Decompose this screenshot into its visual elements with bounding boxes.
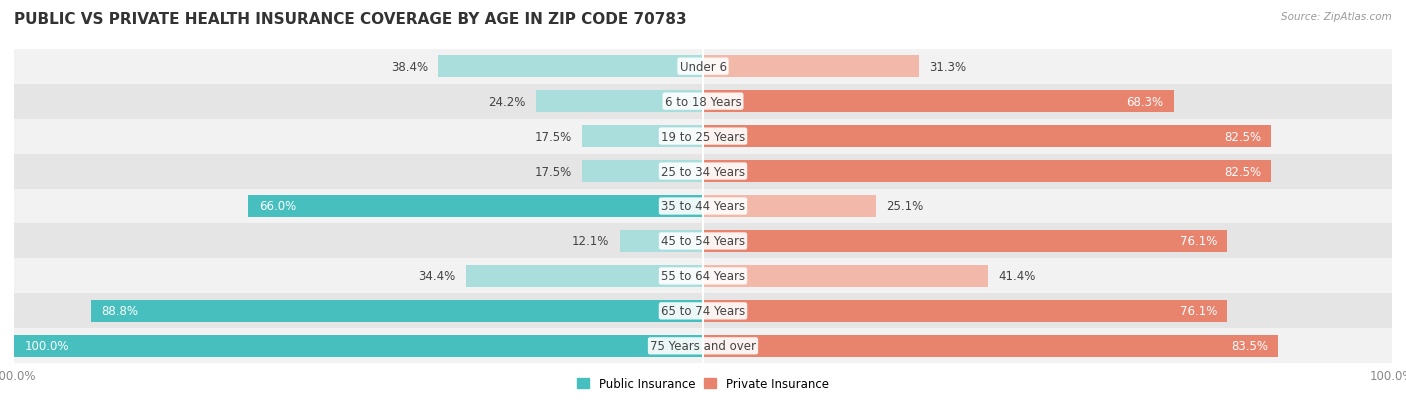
Bar <box>14 335 703 357</box>
Text: 25 to 34 Years: 25 to 34 Years <box>661 165 745 178</box>
Bar <box>703 196 876 217</box>
Text: 35 to 44 Years: 35 to 44 Years <box>661 200 745 213</box>
Text: 34.4%: 34.4% <box>419 270 456 283</box>
Text: 82.5%: 82.5% <box>1223 130 1261 143</box>
Bar <box>14 224 1392 259</box>
Text: 83.5%: 83.5% <box>1230 339 1268 352</box>
Bar <box>703 335 1278 357</box>
Text: 76.1%: 76.1% <box>1180 235 1218 248</box>
Text: 41.4%: 41.4% <box>998 270 1036 283</box>
Text: 82.5%: 82.5% <box>1223 165 1261 178</box>
Text: 75 Years and over: 75 Years and over <box>650 339 756 352</box>
Text: 17.5%: 17.5% <box>534 165 572 178</box>
Text: 55 to 64 Years: 55 to 64 Years <box>661 270 745 283</box>
Bar <box>703 56 918 78</box>
Bar <box>14 119 1392 154</box>
Text: 88.8%: 88.8% <box>101 305 139 318</box>
Bar <box>14 329 1392 363</box>
Bar <box>703 266 988 287</box>
Bar <box>14 259 1392 294</box>
Bar <box>465 266 703 287</box>
Text: 31.3%: 31.3% <box>929 61 966 74</box>
Bar <box>703 91 1174 113</box>
Bar <box>91 300 703 322</box>
Text: 65 to 74 Years: 65 to 74 Years <box>661 305 745 318</box>
Bar <box>703 126 1271 147</box>
Bar <box>703 300 1227 322</box>
Bar <box>582 161 703 183</box>
Bar <box>14 50 1392 84</box>
Text: 17.5%: 17.5% <box>534 130 572 143</box>
Text: 68.3%: 68.3% <box>1126 95 1163 108</box>
Text: PUBLIC VS PRIVATE HEALTH INSURANCE COVERAGE BY AGE IN ZIP CODE 70783: PUBLIC VS PRIVATE HEALTH INSURANCE COVER… <box>14 12 686 27</box>
Bar <box>14 84 1392 119</box>
Text: 45 to 54 Years: 45 to 54 Years <box>661 235 745 248</box>
Bar <box>14 294 1392 329</box>
Bar <box>536 91 703 113</box>
Bar <box>249 196 703 217</box>
Bar <box>439 56 703 78</box>
Text: 6 to 18 Years: 6 to 18 Years <box>665 95 741 108</box>
Text: Under 6: Under 6 <box>679 61 727 74</box>
Bar <box>703 161 1271 183</box>
Bar <box>703 230 1227 252</box>
Text: 100.0%: 100.0% <box>24 339 69 352</box>
Text: 66.0%: 66.0% <box>259 200 295 213</box>
Bar <box>620 230 703 252</box>
Text: 12.1%: 12.1% <box>572 235 609 248</box>
Text: 24.2%: 24.2% <box>488 95 526 108</box>
Bar <box>14 189 1392 224</box>
Legend: Public Insurance, Private Insurance: Public Insurance, Private Insurance <box>572 373 834 395</box>
Text: 76.1%: 76.1% <box>1180 305 1218 318</box>
Text: 25.1%: 25.1% <box>886 200 924 213</box>
Text: Source: ZipAtlas.com: Source: ZipAtlas.com <box>1281 12 1392 22</box>
Bar <box>14 154 1392 189</box>
Bar <box>582 126 703 147</box>
Text: 38.4%: 38.4% <box>391 61 427 74</box>
Text: 19 to 25 Years: 19 to 25 Years <box>661 130 745 143</box>
